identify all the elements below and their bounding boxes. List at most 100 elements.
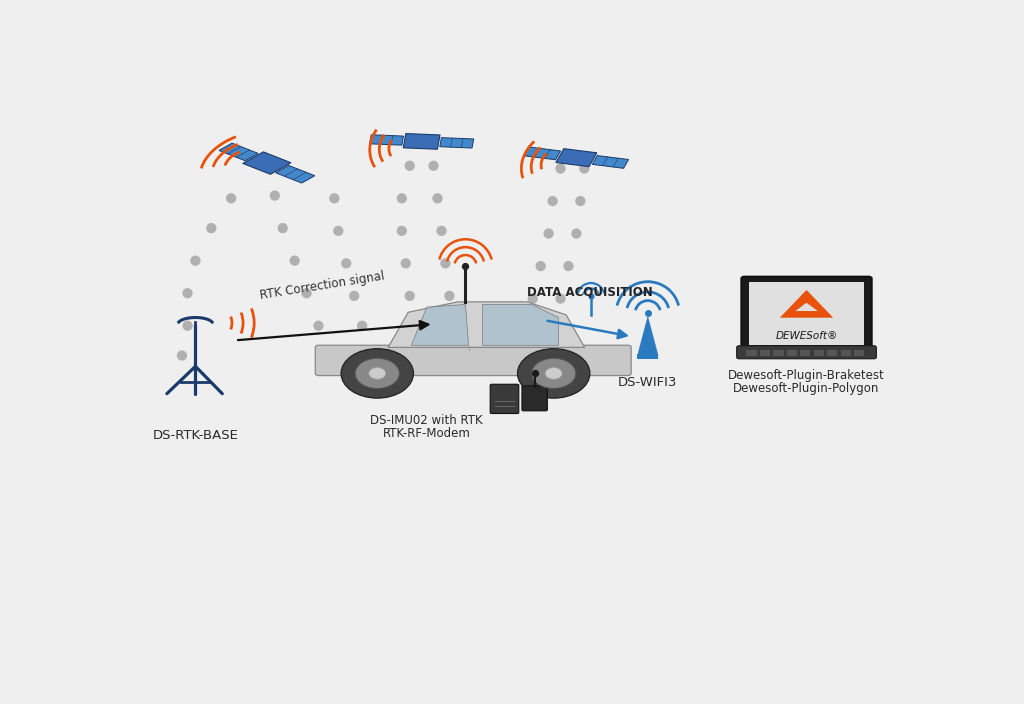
FancyBboxPatch shape <box>773 352 783 354</box>
Point <box>552 293 568 304</box>
FancyBboxPatch shape <box>786 352 797 354</box>
Point <box>568 228 585 239</box>
Point <box>545 196 561 207</box>
Point <box>458 260 474 272</box>
Point <box>326 193 342 204</box>
Point <box>187 255 204 266</box>
FancyBboxPatch shape <box>854 352 864 354</box>
FancyBboxPatch shape <box>786 350 797 352</box>
FancyBboxPatch shape <box>841 350 851 352</box>
Point <box>572 196 589 207</box>
Polygon shape <box>638 317 658 356</box>
Polygon shape <box>796 303 818 311</box>
Point <box>393 225 410 237</box>
Point <box>437 258 454 269</box>
Point <box>287 255 303 266</box>
Text: DS-RTK-BASE: DS-RTK-BASE <box>153 429 239 441</box>
Polygon shape <box>219 143 258 161</box>
Polygon shape <box>412 304 469 345</box>
Point <box>401 290 418 301</box>
FancyBboxPatch shape <box>746 352 757 354</box>
Point <box>406 320 422 332</box>
Text: RTK-RF-Modem: RTK-RF-Modem <box>383 427 471 439</box>
Point <box>429 193 445 204</box>
Point <box>445 320 462 332</box>
Point <box>354 320 371 332</box>
Point <box>223 193 240 204</box>
Circle shape <box>531 358 575 389</box>
FancyBboxPatch shape <box>854 354 864 356</box>
Polygon shape <box>524 147 560 160</box>
Polygon shape <box>370 134 403 145</box>
Polygon shape <box>403 134 440 149</box>
Polygon shape <box>592 156 629 168</box>
Polygon shape <box>275 165 314 183</box>
Point <box>410 350 426 361</box>
Point <box>401 161 418 172</box>
Point <box>179 320 196 332</box>
FancyBboxPatch shape <box>760 354 770 356</box>
FancyBboxPatch shape <box>854 350 864 352</box>
Circle shape <box>546 367 562 379</box>
Circle shape <box>341 348 414 398</box>
FancyBboxPatch shape <box>827 354 838 356</box>
Point <box>532 260 549 272</box>
FancyBboxPatch shape <box>746 350 757 352</box>
Point <box>361 350 378 361</box>
Point <box>323 350 339 361</box>
FancyBboxPatch shape <box>749 282 864 345</box>
FancyBboxPatch shape <box>841 352 851 354</box>
Point <box>274 222 291 234</box>
Text: DATA ACQUISITION: DATA ACQUISITION <box>527 286 652 298</box>
Point <box>310 320 327 332</box>
Text: DS-IMU02 with RTK: DS-IMU02 with RTK <box>371 414 483 427</box>
Point <box>520 322 537 334</box>
Point <box>583 291 599 302</box>
Point <box>526 367 543 379</box>
FancyBboxPatch shape <box>800 350 811 352</box>
Point <box>560 260 577 272</box>
FancyBboxPatch shape <box>814 354 824 356</box>
FancyBboxPatch shape <box>760 350 770 352</box>
Text: RTK Correction signal: RTK Correction signal <box>259 270 386 303</box>
Circle shape <box>355 358 399 389</box>
Text: DEWESoft®: DEWESoft® <box>775 331 838 341</box>
Point <box>552 163 568 174</box>
FancyBboxPatch shape <box>773 350 783 352</box>
Point <box>393 193 410 204</box>
Point <box>640 308 656 319</box>
Text: Dewesoft-Plugin-Polygon: Dewesoft-Plugin-Polygon <box>733 382 880 394</box>
Circle shape <box>517 348 590 398</box>
FancyBboxPatch shape <box>773 354 783 356</box>
FancyBboxPatch shape <box>800 354 811 356</box>
FancyBboxPatch shape <box>741 277 872 350</box>
Point <box>330 225 346 237</box>
FancyBboxPatch shape <box>490 384 519 413</box>
FancyBboxPatch shape <box>814 352 824 354</box>
Point <box>179 287 196 298</box>
FancyBboxPatch shape <box>827 350 838 352</box>
Polygon shape <box>556 149 597 167</box>
Point <box>298 287 314 298</box>
Point <box>524 293 541 304</box>
Point <box>425 161 441 172</box>
Polygon shape <box>780 290 834 318</box>
FancyBboxPatch shape <box>814 350 824 352</box>
FancyBboxPatch shape <box>827 352 838 354</box>
FancyBboxPatch shape <box>736 346 877 359</box>
Circle shape <box>369 367 386 379</box>
Polygon shape <box>439 138 474 148</box>
FancyBboxPatch shape <box>522 386 548 411</box>
Text: Dewesoft-Plugin-Braketest: Dewesoft-Plugin-Braketest <box>728 369 885 382</box>
Point <box>346 290 362 301</box>
Point <box>441 290 458 301</box>
Polygon shape <box>388 302 585 347</box>
FancyBboxPatch shape <box>786 354 797 356</box>
Polygon shape <box>482 304 558 345</box>
Point <box>397 258 414 269</box>
Point <box>577 163 593 174</box>
Text: DS-WIFI3: DS-WIFI3 <box>618 376 678 389</box>
Point <box>174 350 190 361</box>
FancyBboxPatch shape <box>315 345 631 375</box>
Polygon shape <box>243 152 291 175</box>
